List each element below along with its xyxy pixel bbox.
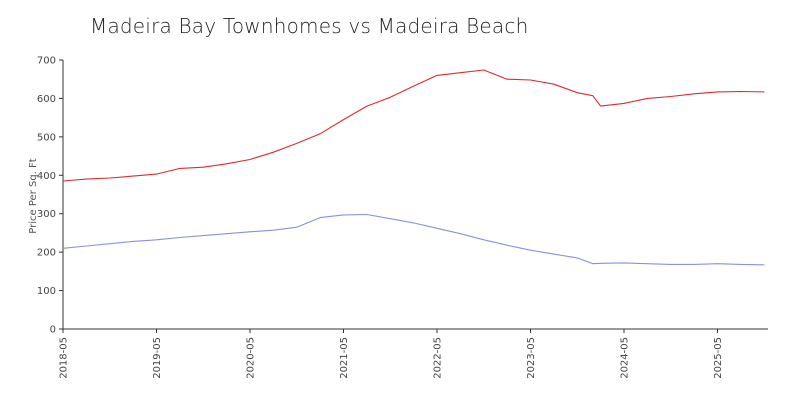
y-tick-label: 500: [37, 132, 56, 143]
y-axis-label: Price Per Sq. Ft: [28, 158, 39, 233]
x-tick-group: 2018-05 2019-05 2020-05 2021-05 2022-05 2023-…: [59, 329, 724, 379]
y-tick-label: 700: [37, 56, 56, 67]
x-tick-label: 2024-05: [620, 337, 631, 379]
y-tick-group: 0 100 200 300 400 500 600 700: [37, 56, 63, 336]
series-layer: [62, 69, 765, 266]
y-tick-label: 400: [37, 171, 56, 182]
x-tick-label: 2020-05: [246, 337, 257, 379]
series-line-2: [62, 213, 765, 266]
axes: [62, 60, 768, 330]
x-tick-label: 2019-05: [152, 337, 163, 379]
x-tick-label: 2023-05: [526, 337, 537, 379]
x-tick-label: 2022-05: [433, 337, 444, 379]
y-tick-label: 600: [37, 94, 56, 105]
y-tick-label: 100: [37, 286, 56, 297]
x-tick-label: 2021-05: [339, 337, 350, 379]
y-tick-label: 0: [50, 325, 56, 336]
x-tick-label: 2025-05: [713, 337, 724, 379]
series-line-1: [62, 69, 765, 182]
x-tick-label: 2018-05: [59, 337, 70, 379]
y-tick-label: 300: [37, 209, 56, 220]
chart-title: Madeira Bay Townhomes vs Madeira Beach: [90, 14, 529, 38]
y-tick-label: 200: [37, 248, 56, 259]
